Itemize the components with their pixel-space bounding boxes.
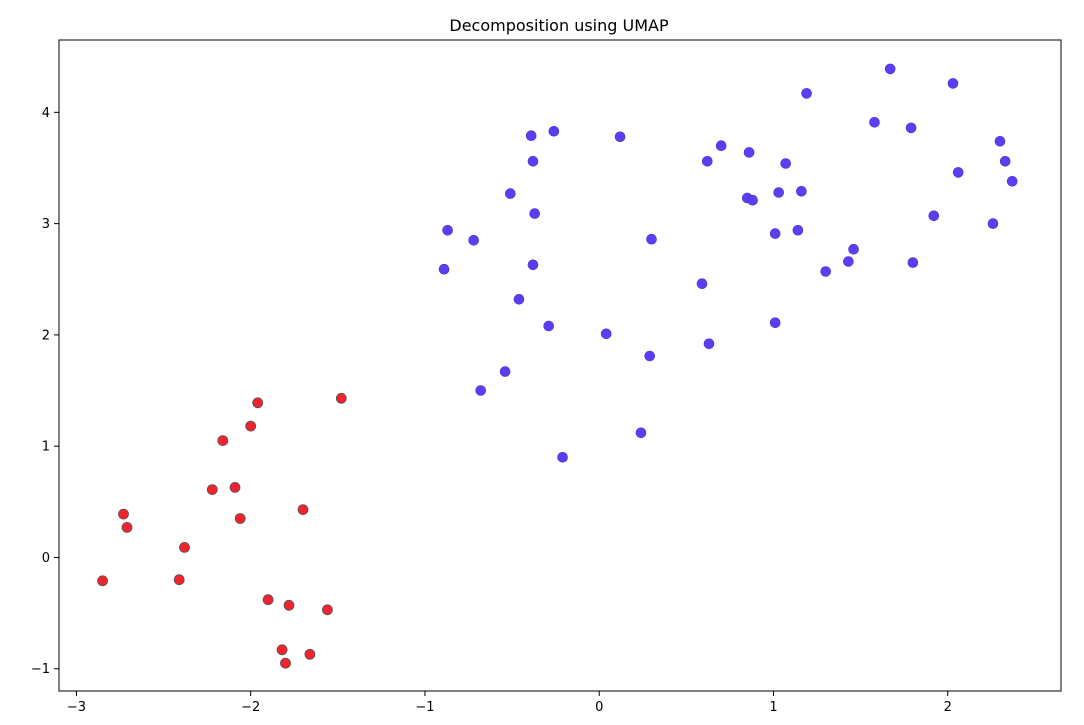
blue-point-0 [438,263,450,275]
blue-point-2 [468,235,480,246]
blue-point-35 [848,243,859,255]
blue-point-9 [527,259,539,271]
blue-point-20 [701,156,713,167]
blue-point-7 [525,130,537,141]
red-point-9 [245,420,257,432]
blue-point-31 [796,186,807,197]
blue-point-36 [869,117,880,128]
blue-point-30 [792,225,804,236]
blue-point-46 [1006,176,1018,187]
blue-point-32 [801,88,812,99]
red-point-5 [206,484,218,496]
blue-point-18 [646,233,657,245]
red-point-3 [173,574,185,586]
blue-point-19 [696,278,708,290]
y-tick-label: 3 [42,217,50,232]
red-point-6 [217,435,229,447]
blue-point-5 [504,188,516,199]
blue-point-4 [499,366,511,377]
blue-point-44 [994,136,1006,147]
blue-point-1 [442,225,453,236]
x-tick-label: −1 [415,700,434,715]
red-point-15 [297,504,309,516]
blue-point-11 [543,320,555,332]
blue-point-3 [475,385,487,396]
y-tick-label: 4 [42,106,50,121]
red-point-14 [283,599,295,611]
red-point-16 [304,648,316,660]
plot-area: −3 −2 −1 0 1 2 −1 0 1 2 3 4 [31,39,1062,715]
red-point-11 [262,594,274,606]
blue-point-34 [843,256,854,267]
blue-point-27 [769,317,781,329]
red-point-17 [321,604,333,616]
red-point-0 [97,575,108,587]
blue-point-37 [884,63,896,75]
blue-point-38 [905,122,917,134]
blue-point-6 [513,293,525,305]
blue-point-33 [820,266,832,277]
blue-point-26 [769,228,781,239]
red-point-18 [335,392,347,404]
x-tick-label: 2 [944,700,952,715]
blue-point-29 [780,158,792,169]
x-tick-label: −3 [67,700,86,715]
axes-frame [58,39,1062,692]
blue-point-15 [614,131,626,143]
blue-point-14 [600,328,612,340]
blue-point-21 [703,338,715,350]
y-tick-label: 0 [42,551,50,566]
blue-point-22 [715,140,727,151]
red-point-2 [121,522,133,533]
red-point-10 [252,397,264,409]
blue-point-43 [987,218,999,229]
x-tick-label: −2 [241,700,260,715]
blue-point-17 [644,350,656,362]
blue-point-41 [947,78,959,89]
blue-point-24 [743,147,755,158]
blue-point-13 [557,451,568,463]
x-tick-label: 0 [595,700,603,715]
blue-point-28 [773,187,785,198]
x-tick-label: 1 [769,700,777,715]
blue-point-12 [548,126,560,137]
red-point-13 [280,657,291,669]
red-point-8 [234,513,246,524]
red-point-12 [276,644,288,656]
blue-point-8 [527,156,539,167]
red-point-1 [118,508,129,520]
red-point-7 [229,481,241,493]
blue-point-45 [999,156,1011,167]
blue-point-42 [952,167,964,178]
blue-point-39 [907,257,919,268]
red-point-4 [179,542,190,553]
y-tick-label: 2 [42,328,50,343]
chart-title: Decomposition using UMAP [449,16,669,35]
blue-point-25 [747,194,758,206]
y-tick-label: −1 [31,662,50,677]
y-tick-label: 1 [42,440,50,455]
blue-point-40 [928,210,940,222]
blue-point-16 [635,427,647,439]
blue-point-10 [529,208,541,219]
